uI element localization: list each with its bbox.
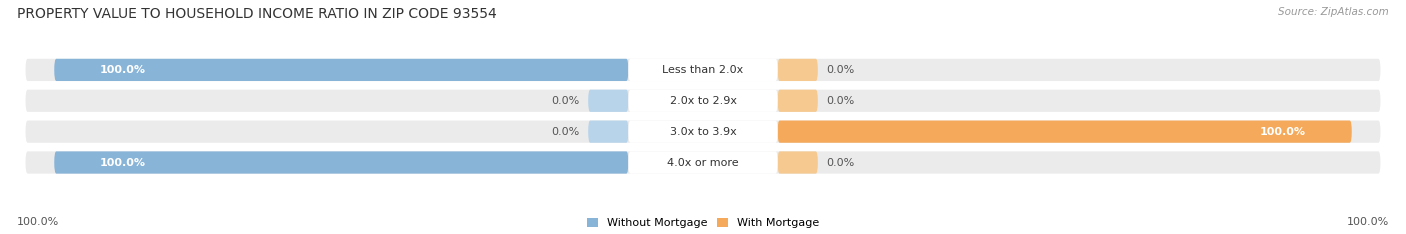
FancyBboxPatch shape	[778, 151, 818, 174]
Text: 100.0%: 100.0%	[100, 65, 146, 75]
FancyBboxPatch shape	[778, 121, 1351, 143]
Text: PROPERTY VALUE TO HOUSEHOLD INCOME RATIO IN ZIP CODE 93554: PROPERTY VALUE TO HOUSEHOLD INCOME RATIO…	[17, 7, 496, 21]
FancyBboxPatch shape	[628, 59, 778, 81]
Text: 100.0%: 100.0%	[1260, 127, 1306, 137]
Text: 4.0x or more: 4.0x or more	[668, 157, 738, 168]
FancyBboxPatch shape	[588, 121, 628, 143]
FancyBboxPatch shape	[25, 151, 1381, 174]
Text: 100.0%: 100.0%	[17, 217, 59, 227]
Text: 0.0%: 0.0%	[827, 157, 855, 168]
Legend: Without Mortgage, With Mortgage: Without Mortgage, With Mortgage	[588, 218, 818, 228]
FancyBboxPatch shape	[628, 121, 778, 143]
Text: 100.0%: 100.0%	[100, 157, 146, 168]
FancyBboxPatch shape	[25, 59, 1381, 81]
FancyBboxPatch shape	[55, 151, 628, 174]
Text: Less than 2.0x: Less than 2.0x	[662, 65, 744, 75]
Text: Source: ZipAtlas.com: Source: ZipAtlas.com	[1278, 7, 1389, 17]
Text: 100.0%: 100.0%	[1347, 217, 1389, 227]
FancyBboxPatch shape	[778, 59, 818, 81]
FancyBboxPatch shape	[25, 90, 1381, 112]
Text: 3.0x to 3.9x: 3.0x to 3.9x	[669, 127, 737, 137]
Text: 0.0%: 0.0%	[551, 96, 579, 106]
Text: 0.0%: 0.0%	[827, 96, 855, 106]
Text: 2.0x to 2.9x: 2.0x to 2.9x	[669, 96, 737, 106]
FancyBboxPatch shape	[628, 90, 778, 112]
Text: 0.0%: 0.0%	[551, 127, 579, 137]
Text: 0.0%: 0.0%	[827, 65, 855, 75]
FancyBboxPatch shape	[25, 121, 1381, 143]
FancyBboxPatch shape	[628, 151, 778, 174]
FancyBboxPatch shape	[55, 59, 628, 81]
FancyBboxPatch shape	[778, 90, 818, 112]
FancyBboxPatch shape	[588, 90, 628, 112]
